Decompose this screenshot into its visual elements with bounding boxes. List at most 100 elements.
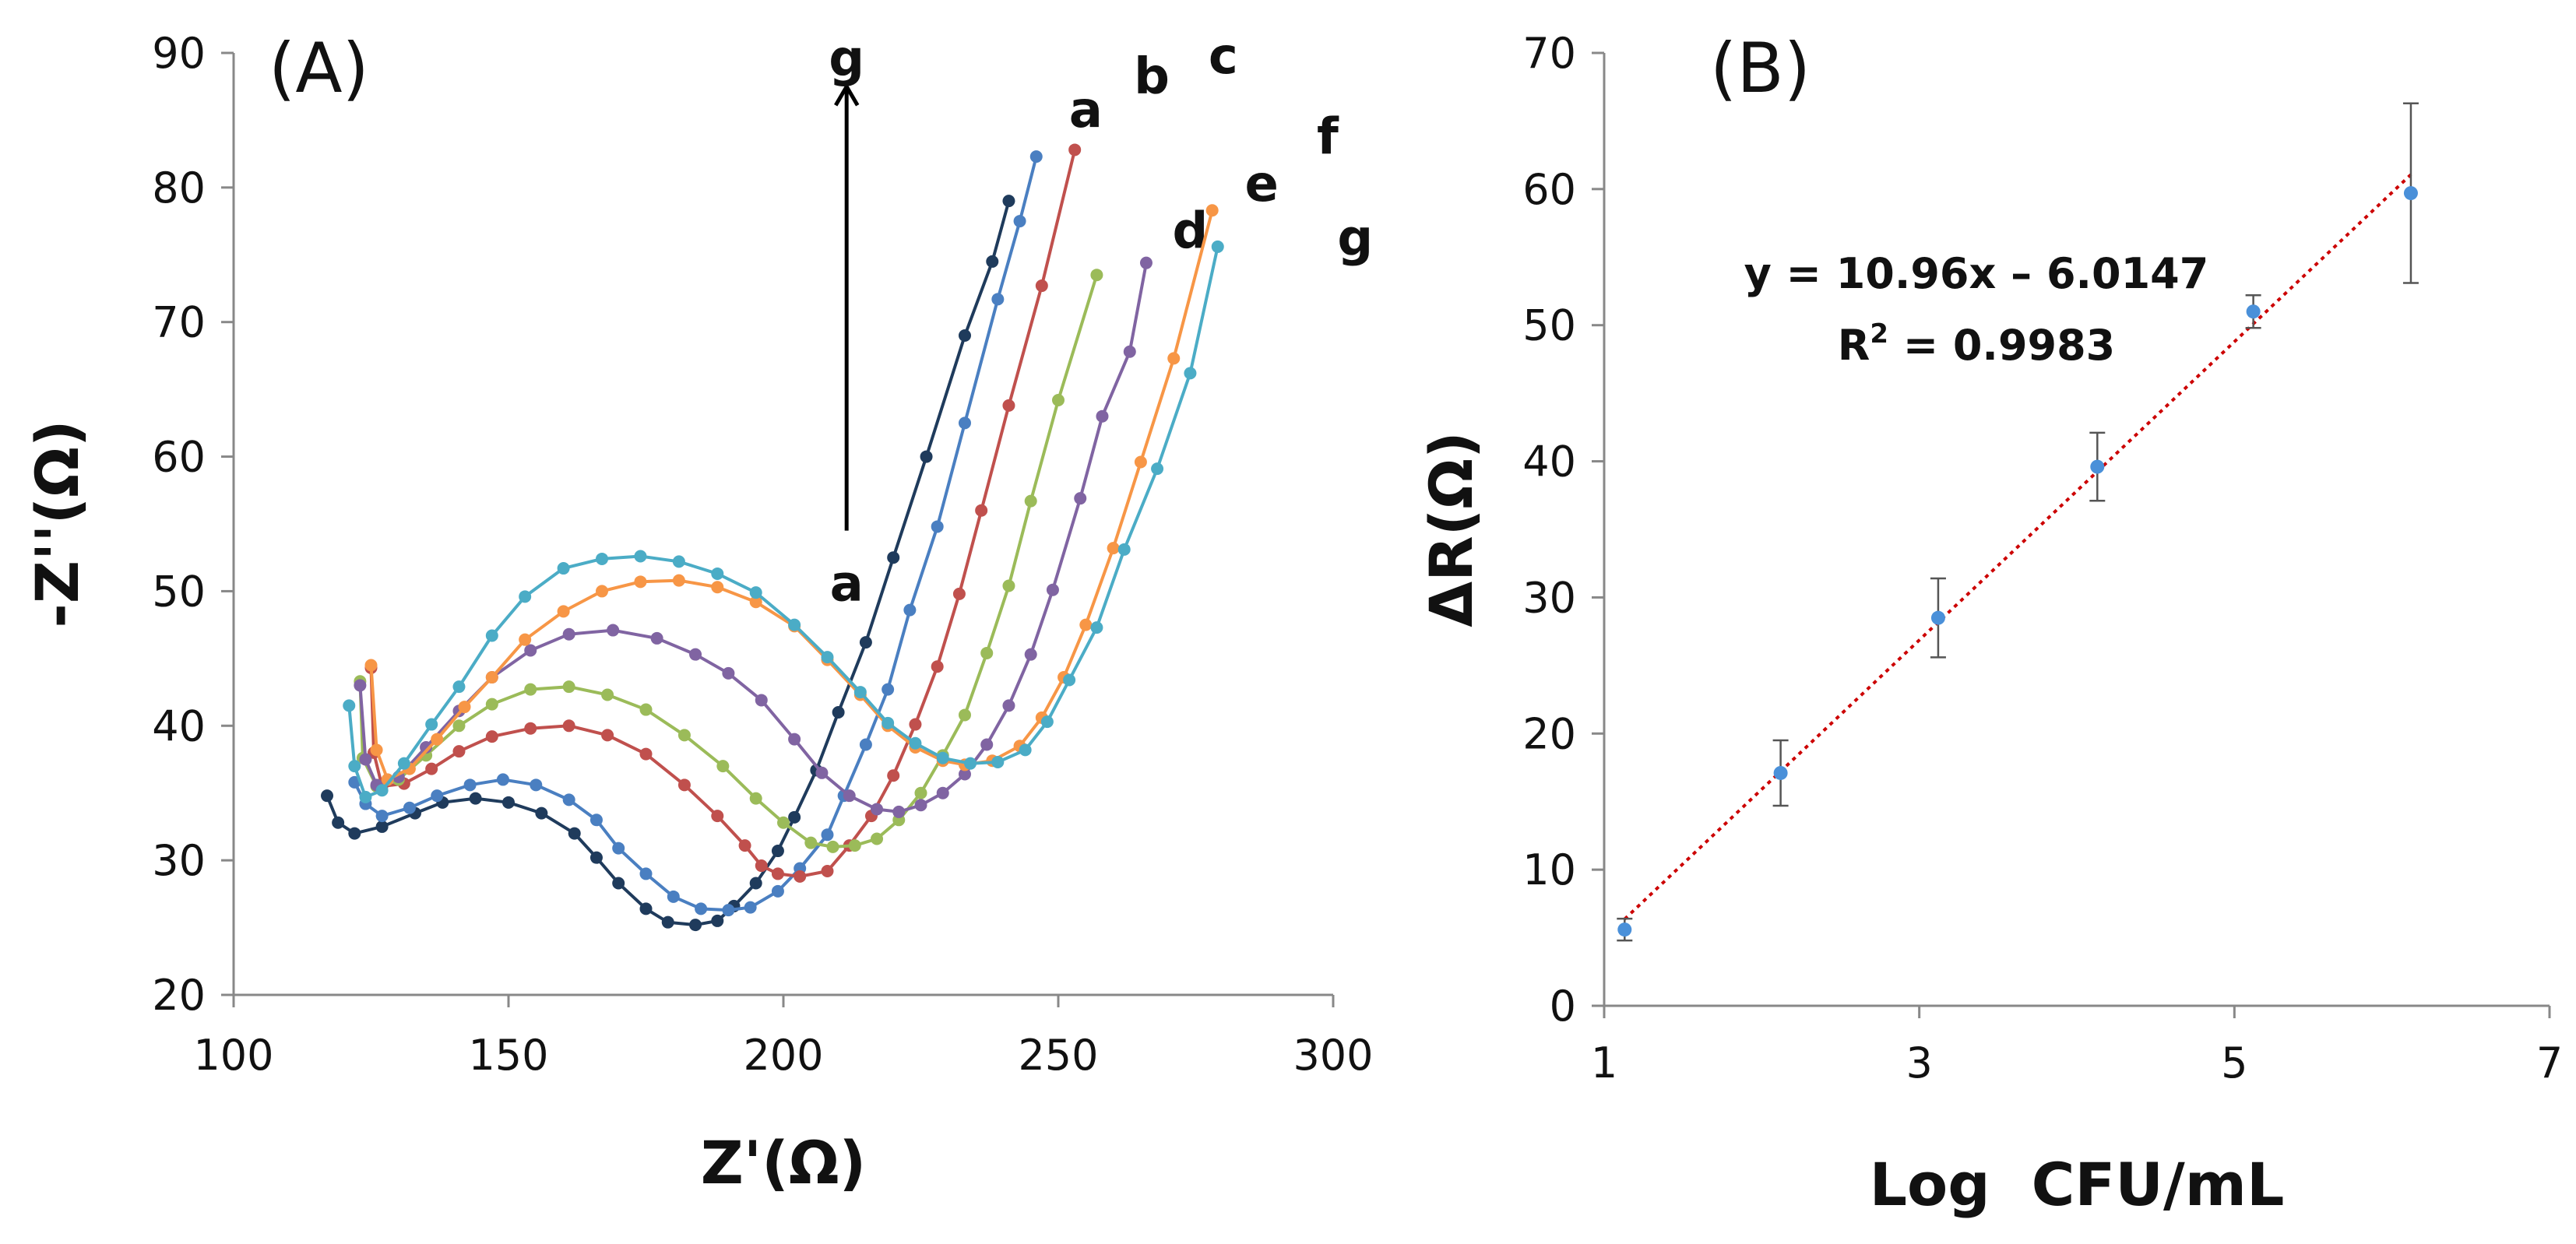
- series-e-point: [1074, 492, 1087, 505]
- series-c-point: [601, 729, 614, 742]
- series-e-point: [843, 789, 856, 803]
- series-b-point: [722, 904, 735, 917]
- r-squared-symbol: R: [1838, 321, 1870, 370]
- series-b-line: [353, 156, 1038, 912]
- series-a-point: [689, 919, 702, 932]
- panel-a-y-tick-label: 50: [152, 567, 206, 616]
- series-g-point: [1040, 715, 1054, 729]
- series-f-point: [1167, 352, 1181, 365]
- panel-b-y-tick-label: 50: [1522, 301, 1576, 350]
- series-a-point: [749, 877, 762, 890]
- series-g-point: [1211, 240, 1224, 253]
- series-g-point: [1151, 462, 1164, 476]
- series-c: c: [364, 28, 1238, 883]
- series-a-point: [1002, 195, 1015, 208]
- panel-b-trendline: [1623, 173, 2412, 921]
- series-e-point: [871, 803, 884, 816]
- panel-b-y-axis-title: ΔR(Ω): [1416, 431, 1486, 627]
- series-g-point: [375, 784, 389, 797]
- arrow-end-label: g: [829, 30, 864, 88]
- series-a-point: [711, 914, 724, 927]
- data-point: [2090, 459, 2105, 474]
- series-e-point: [1002, 699, 1015, 712]
- panel-a-arrow: ag: [829, 30, 864, 613]
- series-c-point: [887, 769, 900, 782]
- series-e-point: [1046, 583, 1059, 596]
- series-g-point: [909, 736, 922, 750]
- series-a-point: [771, 845, 784, 858]
- series-e-line: [358, 262, 1148, 814]
- series-e: e: [354, 156, 1279, 818]
- series-g-point: [596, 552, 609, 565]
- series-d-point: [958, 708, 971, 722]
- series-b-label: b: [1134, 48, 1170, 106]
- series-c-point: [794, 870, 807, 883]
- series-c-point: [975, 504, 988, 517]
- series-f-point: [672, 574, 685, 587]
- series-a-point: [469, 792, 482, 805]
- series-b: b: [348, 48, 1170, 917]
- series-b-point: [612, 842, 625, 855]
- series-f-point: [485, 671, 498, 684]
- data-point: [2246, 304, 2261, 319]
- panel-b-x-axis-title: Log CFU/mL: [1870, 1150, 2285, 1219]
- panel-a-y-axis-title: -Z''(Ω): [23, 420, 92, 627]
- panel-a-y-tick-label: 30: [152, 836, 206, 885]
- series-b-point: [991, 293, 1005, 306]
- series-g-point: [1090, 621, 1103, 634]
- panel-a-x-tick-label: 250: [1018, 1031, 1098, 1080]
- series-f-line: [369, 209, 1214, 782]
- data-point: [1773, 765, 1788, 780]
- series-d-point: [777, 816, 790, 829]
- series-e-point: [1096, 409, 1109, 423]
- r-squared-value: = 0.9983: [1888, 321, 2115, 370]
- series-d-point: [1090, 269, 1103, 282]
- series-c-point: [755, 859, 768, 873]
- series-d-point: [826, 840, 839, 853]
- series-g-point: [634, 550, 647, 563]
- series-c-label: c: [1209, 28, 1238, 86]
- series-d-point: [914, 786, 927, 799]
- panel-b-x-tick-label: 5: [2221, 1038, 2247, 1088]
- series-c-point: [771, 867, 784, 880]
- series-c-point: [524, 722, 537, 735]
- series-b-point: [695, 902, 708, 915]
- series-g-point: [853, 686, 867, 699]
- series-b-point: [1013, 215, 1026, 228]
- data-point-group: [1617, 917, 1633, 942]
- series-c-point: [909, 718, 922, 731]
- series-d-point: [677, 729, 691, 742]
- series-a-point: [788, 810, 801, 824]
- series-d-point: [1052, 393, 1065, 406]
- series-b-point: [744, 901, 757, 914]
- series-b-point: [589, 814, 603, 827]
- series-b-point: [375, 810, 389, 823]
- series-f-label: f: [1317, 109, 1339, 167]
- series-g-point: [343, 699, 356, 712]
- series-a-point: [568, 827, 581, 840]
- series-b-point: [496, 773, 509, 786]
- series-e-point: [354, 679, 367, 692]
- panel-b-y-tick-label: 30: [1522, 573, 1576, 622]
- series-a-line: [326, 200, 1011, 927]
- series-b-point: [431, 789, 444, 803]
- series-b-point: [882, 683, 895, 696]
- series-g-point: [1117, 543, 1131, 556]
- panel-b-title: (B): [1710, 28, 1811, 108]
- panel-b-y-tick-label: 60: [1522, 165, 1576, 214]
- series-g-point: [397, 757, 410, 770]
- series-d-point: [562, 680, 575, 694]
- regression-equation: y = 10.96x – 6.0147: [1744, 249, 2209, 298]
- series-c-line: [369, 149, 1077, 878]
- series-d-point: [749, 792, 762, 805]
- panel-b-y-tick-label: 70: [1522, 29, 1576, 78]
- panel-a-y-tick-label: 40: [152, 701, 206, 750]
- series-a-label: a: [1069, 82, 1103, 139]
- series-g-point: [1019, 743, 1032, 757]
- series-a-point: [535, 806, 548, 820]
- r-squared-superscript: 2: [1870, 318, 1888, 350]
- series-f-point: [381, 773, 394, 786]
- panel-a-y-tick-label: 80: [152, 163, 206, 213]
- series-g-point: [519, 590, 532, 603]
